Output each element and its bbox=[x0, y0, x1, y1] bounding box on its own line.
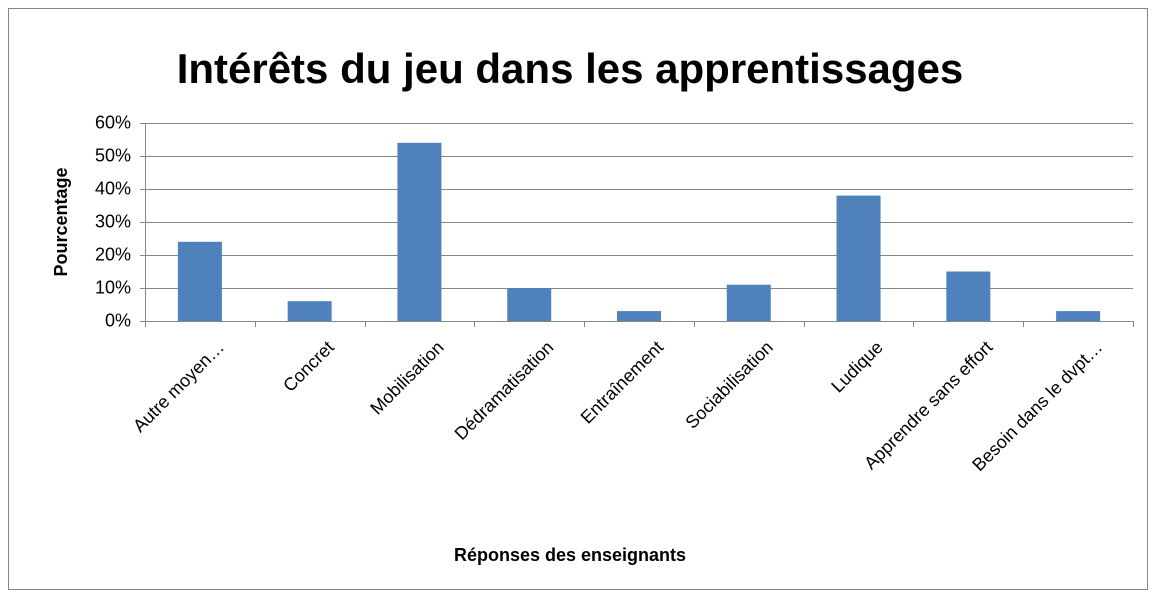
bar bbox=[1056, 311, 1101, 321]
x-axis-title: Réponses des enseignants bbox=[454, 545, 686, 565]
bar bbox=[507, 288, 552, 321]
y-tick-label: 30% bbox=[95, 211, 131, 231]
bar bbox=[397, 142, 442, 321]
bar bbox=[287, 301, 332, 321]
bar bbox=[726, 284, 771, 321]
y-tick-label: 0% bbox=[105, 310, 131, 330]
bar bbox=[836, 195, 881, 321]
y-axis-title: Pourcentage bbox=[51, 167, 71, 276]
y-tick-label: 20% bbox=[95, 244, 131, 264]
y-tick-label: 10% bbox=[95, 277, 131, 297]
chart-title: Intérêts du jeu dans les apprentissages bbox=[177, 45, 964, 92]
y-tick-label: 60% bbox=[95, 112, 131, 132]
y-tick-label: 50% bbox=[95, 145, 131, 165]
bar bbox=[946, 271, 991, 321]
y-tick-label: 40% bbox=[95, 178, 131, 198]
bar bbox=[617, 311, 661, 321]
bar bbox=[177, 241, 222, 321]
